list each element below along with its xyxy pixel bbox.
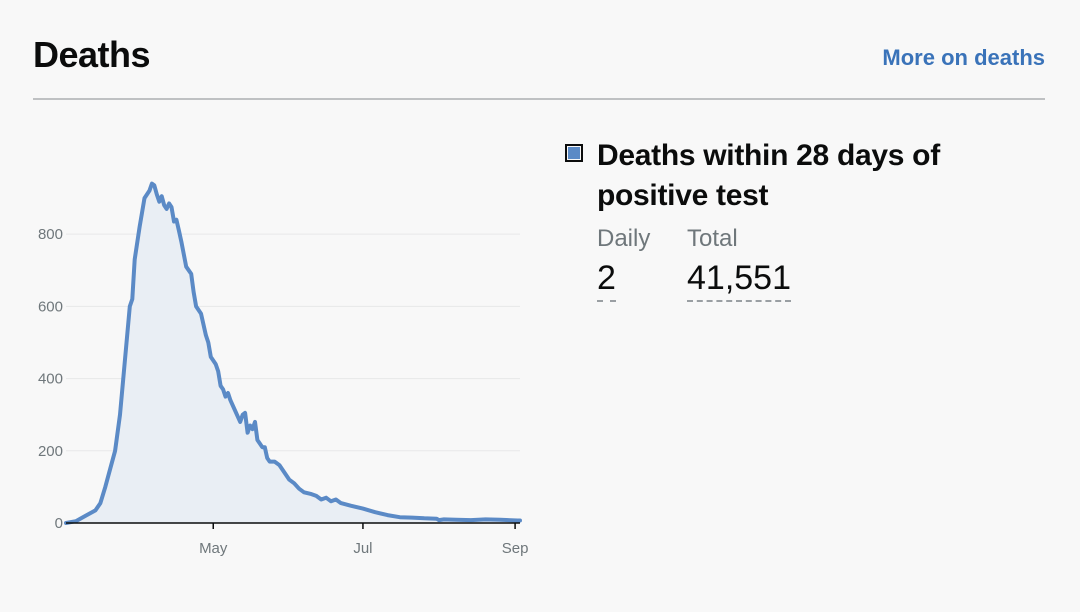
- y-tick-label: 600: [38, 298, 63, 315]
- x-tick-label: Jul: [353, 540, 372, 557]
- deaths-chart: 0 200 400 600 800 May Jul Sep: [38, 181, 528, 557]
- y-tick-label: 400: [38, 371, 63, 388]
- section-header: Deaths More on deaths: [33, 30, 1045, 100]
- y-tick-label: 0: [55, 515, 63, 532]
- legend-label: Deaths within 28 days of positive test: [597, 139, 940, 212]
- series-line: [64, 181, 522, 525]
- total-metric: Total 41,551: [687, 224, 791, 302]
- y-tick-label: 200: [38, 443, 63, 460]
- total-value[interactable]: 41,551: [687, 258, 791, 302]
- series-area: [66, 183, 520, 523]
- daily-value[interactable]: 2: [597, 258, 616, 302]
- legend-swatch: [565, 144, 583, 162]
- y-tick-label: 800: [38, 226, 63, 243]
- daily-metric: Daily 2: [597, 224, 650, 302]
- total-label: Total: [687, 225, 738, 252]
- daily-label: Daily: [597, 225, 651, 252]
- section-title: Deaths: [33, 34, 151, 75]
- more-on-deaths-link[interactable]: More on deaths: [882, 45, 1045, 70]
- x-tick-label: May: [199, 540, 228, 557]
- x-tick-label: Sep: [502, 540, 529, 557]
- axes: 0 200 400 600 800 May Jul Sep: [38, 226, 528, 557]
